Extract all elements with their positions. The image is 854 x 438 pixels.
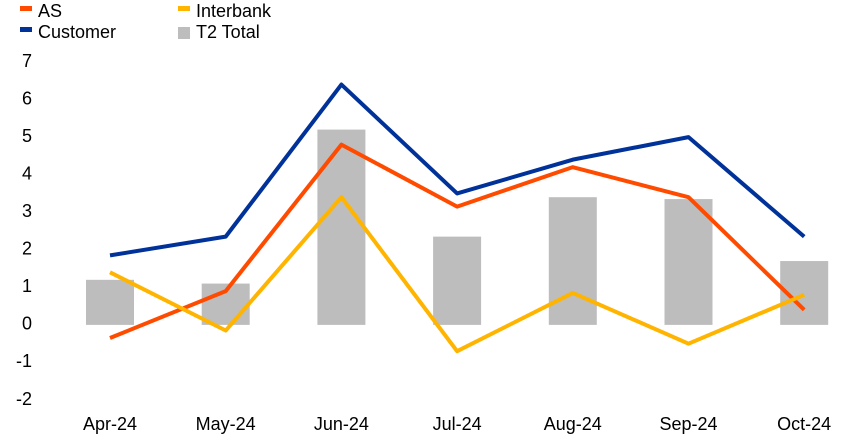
- legend-swatch: [178, 6, 190, 11]
- y-tick-label: 6: [22, 88, 32, 108]
- bar: [664, 199, 713, 325]
- y-tick-label: 0: [22, 314, 32, 334]
- line-series: [109, 195, 805, 354]
- bar: [548, 197, 597, 325]
- legend-label: AS: [38, 1, 62, 21]
- y-tick-label: -1: [16, 351, 32, 371]
- x-tick-label: Apr-24: [83, 414, 137, 434]
- y-tick-label: 7: [22, 51, 32, 71]
- bar: [317, 129, 366, 325]
- x-tick-label: Aug-24: [544, 414, 602, 434]
- y-tick-label: -2: [16, 389, 32, 409]
- line-series: [109, 82, 806, 258]
- legend-label: T2 Total: [196, 22, 260, 42]
- legend-label: Interbank: [196, 1, 272, 21]
- y-tick-label: 2: [22, 239, 32, 259]
- x-tick-label: Oct-24: [777, 414, 831, 434]
- x-tick-label: Sep-24: [659, 414, 717, 434]
- legend-swatch: [178, 27, 190, 39]
- legend-swatch: [20, 6, 32, 11]
- y-tick-label: 1: [22, 276, 32, 296]
- legend-label: Customer: [38, 22, 116, 42]
- y-tick-label: 3: [22, 201, 32, 221]
- line-series: [109, 142, 806, 340]
- bar: [433, 236, 482, 325]
- x-tick-label: May-24: [196, 414, 256, 434]
- x-tick-label: Jun-24: [314, 414, 369, 434]
- legend-swatch: [20, 27, 32, 32]
- bar: [86, 279, 134, 325]
- x-tick-label: Jul-24: [433, 414, 482, 434]
- y-tick-label: 5: [22, 126, 32, 146]
- y-tick-label: 4: [22, 163, 32, 183]
